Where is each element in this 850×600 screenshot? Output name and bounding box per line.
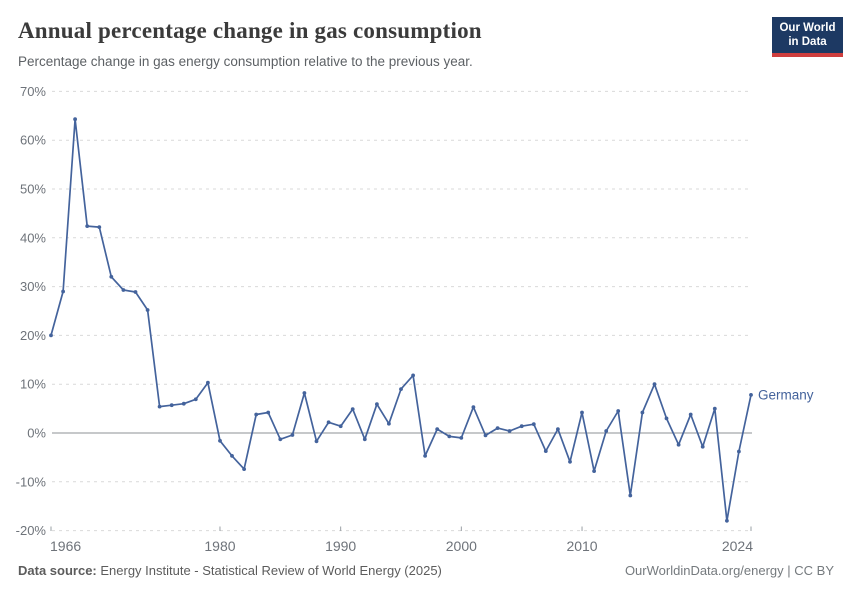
x-axis-tick-label: 2010 <box>566 538 597 554</box>
data-point-marker[interactable] <box>495 426 500 430</box>
data-point-marker[interactable] <box>580 410 584 415</box>
y-axis-tick-label: 30% <box>20 279 46 294</box>
germany-line-series[interactable] <box>50 118 752 522</box>
data-point-marker[interactable] <box>73 117 77 122</box>
data-point-marker[interactable] <box>350 407 355 411</box>
owid-logo-line2: in Data <box>788 36 827 49</box>
data-point-marker[interactable] <box>193 397 198 402</box>
data-point-marker[interactable] <box>242 467 247 471</box>
data-point-marker[interactable] <box>85 224 90 229</box>
data-point-marker[interactable] <box>531 422 536 427</box>
data-point-marker[interactable] <box>326 420 331 425</box>
data-point-marker[interactable] <box>169 403 174 408</box>
data-point-marker[interactable] <box>157 404 162 409</box>
x-axis-tick-label: 1966 <box>50 538 81 554</box>
y-axis-tick-label: 0% <box>27 426 46 441</box>
data-point-marker[interactable] <box>435 427 440 431</box>
data-point-marker[interactable] <box>507 429 512 433</box>
data-point-marker[interactable] <box>338 424 343 429</box>
data-point-marker[interactable] <box>700 444 705 449</box>
data-point-marker[interactable] <box>145 308 150 312</box>
chart-footer: Data source: Energy Institute - Statisti… <box>18 563 834 578</box>
data-point-marker[interactable] <box>181 401 186 406</box>
y-axis-tick-label: 40% <box>20 230 46 245</box>
data-point-marker[interactable] <box>423 454 427 458</box>
y-axis-tick-label: 20% <box>20 328 46 343</box>
series-label-germany[interactable]: Germany <box>758 387 814 402</box>
data-point-marker[interactable] <box>556 427 560 431</box>
data-point-marker[interactable] <box>737 449 741 454</box>
data-source-note: Data source: Energy Institute - Statisti… <box>18 563 442 578</box>
data-point-marker[interactable] <box>133 290 138 294</box>
data-point-marker[interactable] <box>712 406 717 411</box>
data-point-marker[interactable] <box>749 393 753 397</box>
data-point-marker[interactable] <box>725 518 729 523</box>
x-axis-tick-label: 2024 <box>722 538 753 554</box>
data-point-marker[interactable] <box>676 442 681 447</box>
data-point-marker[interactable] <box>218 438 222 443</box>
y-axis-tick-label: -10% <box>16 474 47 489</box>
data-point-marker[interactable] <box>399 387 403 391</box>
data-point-marker[interactable] <box>604 429 609 433</box>
x-axis-tick-label: 1990 <box>325 538 356 554</box>
data-point-marker[interactable] <box>49 333 53 338</box>
data-source-text: Energy Institute - Statistical Review of… <box>96 563 442 578</box>
data-point-marker[interactable] <box>97 225 102 230</box>
data-point-marker[interactable] <box>652 382 657 387</box>
x-axis-tick-label: 1980 <box>204 538 235 554</box>
data-point-marker[interactable] <box>254 412 259 417</box>
data-point-marker[interactable] <box>483 433 488 438</box>
data-point-marker[interactable] <box>109 274 114 279</box>
data-point-marker[interactable] <box>616 409 621 413</box>
data-point-marker[interactable] <box>121 288 126 292</box>
data-point-marker[interactable] <box>266 410 271 415</box>
data-source-label: Data source: <box>18 563 97 578</box>
data-point-marker[interactable] <box>290 433 295 437</box>
data-point-marker[interactable] <box>459 436 464 440</box>
y-axis-tick-label: 70% <box>20 84 46 99</box>
chart-subtitle: Percentage change in gas energy consumpt… <box>18 54 473 69</box>
owid-logo[interactable]: Our World in Data <box>772 17 843 57</box>
data-point-marker[interactable] <box>568 459 572 464</box>
data-point-marker[interactable] <box>387 421 391 426</box>
data-point-marker[interactable] <box>640 410 645 415</box>
page-title: Annual percentage change in gas consumpt… <box>18 18 482 43</box>
data-point-marker[interactable] <box>314 439 319 444</box>
data-point-marker[interactable] <box>302 391 307 395</box>
data-point-marker[interactable] <box>230 454 234 458</box>
data-point-marker[interactable] <box>664 416 669 421</box>
owid-credit: OurWorldinData.org/energy | CC BY <box>624 563 834 578</box>
y-axis-tick-label: 10% <box>20 377 46 392</box>
y-axis-tick-label: 60% <box>20 133 46 148</box>
data-point-marker[interactable] <box>471 405 476 409</box>
data-point-marker[interactable] <box>61 289 65 294</box>
data-point-marker[interactable] <box>447 434 452 439</box>
data-point-marker[interactable] <box>688 412 693 417</box>
data-point-marker[interactable] <box>375 402 379 407</box>
y-axis-tick-label: -20% <box>16 523 47 538</box>
data-point-marker[interactable] <box>362 437 367 442</box>
data-point-marker[interactable] <box>592 469 596 473</box>
data-point-marker[interactable] <box>519 424 524 429</box>
data-point-marker[interactable] <box>411 373 415 378</box>
x-axis-tick-label: 2000 <box>446 538 477 554</box>
data-point-marker[interactable] <box>628 493 633 498</box>
data-point-marker[interactable] <box>543 449 548 453</box>
y-axis-tick-label: 50% <box>20 182 46 197</box>
data-point-marker[interactable] <box>206 380 210 385</box>
owid-logo-line1: Our World <box>779 22 836 34</box>
data-point-marker[interactable] <box>278 437 283 442</box>
